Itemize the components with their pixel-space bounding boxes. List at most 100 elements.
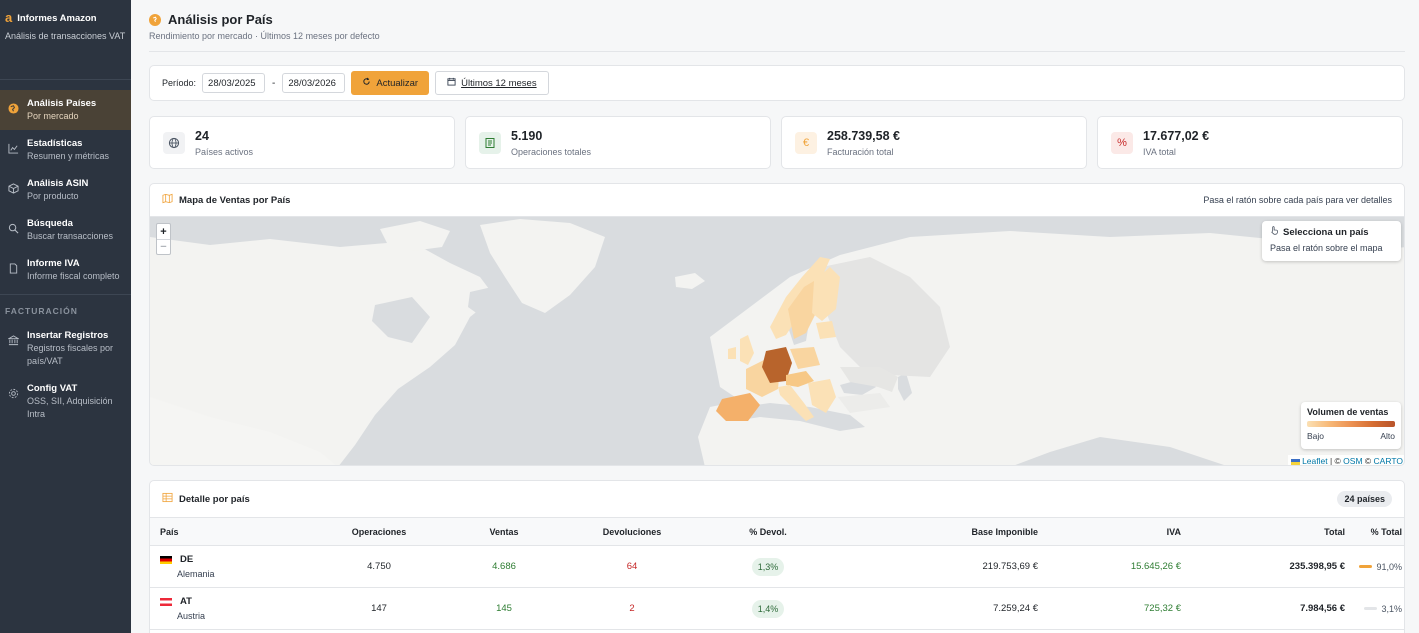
column-header-sales[interactable]: Ventas bbox=[489, 526, 519, 537]
sidebar-item-subtitle: OSS, SII, Adquisición Intra bbox=[27, 396, 113, 419]
total-pct-value: 3,1% bbox=[1381, 603, 1402, 614]
column-header-total[interactable]: Total bbox=[1324, 526, 1345, 537]
sidebar-item-estadisticas[interactable]: Estadísticas Resumen y métricas bbox=[0, 130, 131, 170]
austria-flag-icon bbox=[160, 597, 172, 606]
globe-icon bbox=[163, 131, 185, 154]
column-header-taxable-base[interactable]: Base Imponible bbox=[971, 526, 1038, 537]
map-hint: Pasa el ratón sobre cada país para ver d… bbox=[1203, 195, 1392, 205]
legend-gradient bbox=[1307, 421, 1395, 427]
sidebar-item-title: Búsqueda bbox=[27, 218, 73, 229]
date-separator: - bbox=[272, 77, 276, 89]
sidebar-item-subtitle: Buscar transacciones bbox=[27, 231, 114, 241]
zoom-out-button[interactable]: − bbox=[157, 239, 170, 254]
total-share-bar bbox=[1364, 607, 1378, 610]
chart-line-icon bbox=[7, 142, 19, 154]
column-header-country[interactable]: País bbox=[160, 526, 179, 537]
kpi-label: Operaciones totales bbox=[511, 146, 592, 157]
total-pct-value: 91,0% bbox=[1376, 561, 1402, 572]
sidebar-item-analisis-paises[interactable]: Análisis Países Por mercado bbox=[0, 90, 131, 130]
date-from-input[interactable]: 28/03/2025 bbox=[202, 73, 266, 93]
country-name: Austria bbox=[177, 611, 206, 621]
vat-cell: 725,32 € bbox=[1144, 603, 1181, 614]
map-attribution: Leaflet | © OSM © CARTO bbox=[1287, 455, 1404, 466]
sales-map[interactable]: + − Selecciona un país Pasa el ratón sob… bbox=[150, 217, 1405, 466]
map-title: Mapa de Ventas por País bbox=[179, 194, 291, 206]
box-icon bbox=[7, 182, 19, 194]
sidebar-item-analisis-asin[interactable]: Análisis ASIN Por producto bbox=[0, 170, 131, 210]
sidebar-item-config-vat[interactable]: Config VAT OSS, SII, Adquisición Intra bbox=[0, 375, 131, 428]
legend-low-label: Bajo bbox=[1307, 431, 1325, 441]
globe-icon bbox=[7, 102, 19, 114]
refresh-button[interactable]: Actualizar bbox=[351, 71, 430, 95]
date-to-input[interactable]: 28/03/2026 bbox=[282, 73, 346, 93]
pointer-hand-icon bbox=[1270, 226, 1279, 238]
attribution-separator: © bbox=[1362, 456, 1374, 466]
kpi-label: IVA total bbox=[1143, 146, 1176, 157]
operations-cell: 4.750 bbox=[367, 561, 391, 572]
period-filter-bar: Período: 28/03/2025 - 28/03/2026 Actuali… bbox=[149, 65, 1405, 101]
sidebar-item-title: Análisis Países bbox=[27, 98, 97, 109]
sidebar-item-title: Insertar Registros bbox=[27, 330, 109, 341]
page-subtitle: Rendimiento por mercado · Últimos 12 mes… bbox=[149, 31, 380, 41]
country-code: DE bbox=[180, 554, 194, 565]
sidebar-item-subtitle: Por producto bbox=[27, 191, 79, 201]
country-count-badge: 24 países bbox=[1337, 491, 1392, 507]
attribution-separator: | © bbox=[1327, 456, 1344, 466]
leaflet-link[interactable]: Leaflet bbox=[1302, 456, 1328, 466]
brand: a Informes Amazon Análisis de transaccio… bbox=[0, 0, 131, 80]
legend-high-label: Alto bbox=[1380, 431, 1395, 441]
last-12-months-button[interactable]: Últimos 12 meses bbox=[435, 71, 549, 95]
search-icon bbox=[7, 222, 19, 234]
sidebar-item-title: Informe IVA bbox=[27, 258, 80, 269]
sidebar-item-subtitle: Registros fiscales por país/VAT bbox=[27, 343, 114, 366]
table-row[interactable]: AT Austria 147 145 2 1,4% 7.259,24 € 725… bbox=[150, 588, 1404, 630]
column-header-vat[interactable]: IVA bbox=[1166, 526, 1181, 537]
calendar-icon bbox=[447, 77, 456, 89]
brand-title: Informes Amazon bbox=[17, 12, 97, 24]
zoom-in-button[interactable]: + bbox=[160, 225, 167, 238]
ukraine-flag-icon bbox=[1290, 458, 1300, 465]
sidebar-item-subtitle: Informe fiscal completo bbox=[27, 271, 120, 281]
brand-subtitle: Análisis de transacciones VAT bbox=[5, 31, 126, 41]
legend-title: Volumen de ventas bbox=[1307, 407, 1389, 417]
returns-cell: 2 bbox=[629, 603, 635, 614]
kpi-value: 24 bbox=[195, 128, 209, 143]
kpi-value: 258.739,58 € bbox=[827, 128, 900, 143]
document-icon bbox=[7, 262, 19, 274]
sidebar-item-insertar-registros[interactable]: Insertar Registros Registros fiscales po… bbox=[0, 322, 131, 375]
sidebar: a Informes Amazon Análisis de transaccio… bbox=[0, 0, 131, 633]
sales-cell: 145 bbox=[496, 603, 512, 614]
sidebar-item-title: Config VAT bbox=[27, 383, 78, 394]
sidebar-item-busqueda[interactable]: Búsqueda Buscar transacciones bbox=[0, 210, 131, 250]
sidebar-item-informe-iva[interactable]: Informe IVA Informe fiscal completo bbox=[0, 250, 131, 290]
main-content: Análisis por País Rendimiento por mercad… bbox=[131, 0, 1419, 633]
osm-link[interactable]: OSM bbox=[1343, 456, 1363, 466]
column-header-operations[interactable]: Operaciones bbox=[351, 526, 407, 537]
kpi-value: 17.677,02 € bbox=[1143, 128, 1210, 143]
refresh-label: Actualizar bbox=[376, 77, 419, 89]
sidebar-item-title: Estadísticas bbox=[27, 138, 83, 149]
column-header-returns[interactable]: Devoluciones bbox=[602, 526, 662, 537]
percent-icon: % bbox=[1111, 131, 1133, 154]
kpi-card-operations: 5.190 Operaciones totales bbox=[465, 116, 771, 169]
column-header-return-pct[interactable]: % Devol. bbox=[749, 526, 787, 537]
table-row[interactable]: DE Alemania 4.750 4.686 64 1,3% 219.753,… bbox=[150, 546, 1404, 588]
sidebar-item-title: Análisis ASIN bbox=[27, 178, 89, 189]
globe-icon bbox=[149, 13, 161, 26]
carto-link[interactable]: CARTO bbox=[1373, 456, 1403, 466]
country-info-box: Selecciona un país Pasa el ratón sobre e… bbox=[1262, 221, 1401, 261]
table-title: Detalle por país bbox=[179, 493, 250, 505]
kpi-card-vat: % 17.677,02 € IVA total bbox=[1097, 116, 1403, 169]
kpi-value: 5.190 bbox=[511, 128, 543, 143]
map-legend: Volumen de ventas Bajo Alto bbox=[1301, 402, 1401, 449]
vat-cell: 15.645,26 € bbox=[1130, 561, 1181, 572]
kpi-card-countries: 24 Países activos bbox=[149, 116, 455, 169]
refresh-icon bbox=[362, 77, 371, 89]
euro-icon: € bbox=[795, 131, 817, 154]
return-pct-badge: 1,3% bbox=[751, 557, 785, 576]
returns-cell: 64 bbox=[626, 561, 638, 572]
world-map-canvas[interactable] bbox=[150, 217, 1405, 466]
bank-icon bbox=[7, 334, 19, 346]
taxable-base-cell: 7.259,24 € bbox=[993, 603, 1038, 614]
column-header-total-pct[interactable]: % Total bbox=[1370, 526, 1402, 537]
